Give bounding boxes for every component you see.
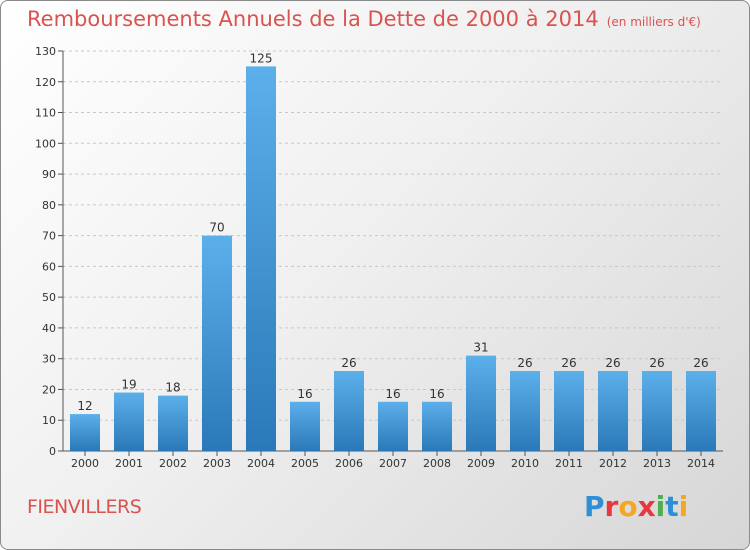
bar [554,371,584,451]
x-tick-label: 2014 [687,457,715,470]
logo-letter: i [655,490,666,523]
bar-value-label: 16 [429,387,444,401]
bar [114,392,144,451]
bar [202,235,232,451]
bar-value-label: 26 [341,356,356,370]
bar [466,355,496,451]
bar-value-label: 26 [649,356,664,370]
y-tick-label: 120 [35,76,56,89]
bar-value-label: 12 [77,399,92,413]
bar [158,395,188,451]
x-tick-label: 2009 [467,457,495,470]
bar [686,371,716,451]
data-labels: 12 19 18 70 125 16 26 16 16 31 26 26 26 26 26 [77,51,708,413]
bar [70,414,100,451]
y-tick-label: 110 [35,107,56,120]
x-tick-label: 2006 [335,457,363,470]
bar [378,401,408,451]
y-tick-label: 60 [42,260,56,273]
bar [290,401,320,451]
x-tick-label: 2004 [247,457,275,470]
bar [598,371,628,451]
bar [642,371,672,451]
bar-value-label: 16 [297,387,312,401]
chart-title-text: Remboursements Annuels de la Dette de 20… [27,7,599,31]
y-tick-label: 130 [35,45,56,58]
y-tick-label: 10 [42,414,56,427]
y-tick-label: 50 [42,291,56,304]
y-tick-labels: 0 10 20 30 40 50 60 70 80 90 100 110 120 130 [35,45,56,458]
x-tick-label: 2005 [291,457,319,470]
bar [334,371,364,451]
y-tick-label: 30 [42,353,56,366]
bar-value-label: 70 [209,221,224,235]
chart-title: Remboursements Annuels de la Dette de 20… [27,7,701,31]
y-tick-label: 0 [49,445,56,458]
logo-letter: t [665,490,679,523]
y-tick-label: 100 [35,137,56,150]
bar-value-label: 31 [473,341,488,355]
y-tick-label: 70 [42,230,56,243]
x-tick-label: 2012 [599,457,627,470]
logo-letter: o [618,490,638,523]
proxiti-logo: Proxiti [584,490,688,523]
bar-value-label: 26 [693,356,708,370]
bar [510,371,540,451]
logo-letter: i [678,490,689,523]
x-tick-label: 2003 [203,457,231,470]
bar-value-label: 16 [385,387,400,401]
x-tick-label: 2007 [379,457,407,470]
y-tick-label: 90 [42,168,56,181]
bar [422,401,452,451]
x-tick-label: 2001 [115,457,143,470]
y-tick-label: 20 [42,383,56,396]
logo-letter: r [604,490,619,523]
logo-letter: x [637,490,656,523]
bar-value-label: 26 [605,356,620,370]
bar-value-label: 19 [121,378,136,392]
x-tick-label: 2000 [71,457,99,470]
x-tick-label: 2002 [159,457,187,470]
y-tick-label: 40 [42,322,56,335]
x-tick-label: 2010 [511,457,539,470]
bars [70,66,716,451]
grid-lines [63,50,723,421]
bar-value-label: 26 [517,356,532,370]
bar-value-label: 26 [561,356,576,370]
x-tick-label: 2011 [555,457,583,470]
x-tick-label: 2008 [423,457,451,470]
y-tick-label: 80 [42,199,56,212]
chart-unit: (en milliers d'€) [606,15,701,29]
bar [246,66,276,451]
x-tick-label: 2013 [643,457,671,470]
x-tick-labels: 2000 2001 2002 2003 2004 2005 2006 2007 2008 2009… [71,457,715,470]
bar-value-label: 18 [165,381,180,395]
commune-name: FIENVILLERS [27,496,142,518]
bar-value-label: 125 [250,51,273,65]
logo-letter: P [584,490,605,523]
